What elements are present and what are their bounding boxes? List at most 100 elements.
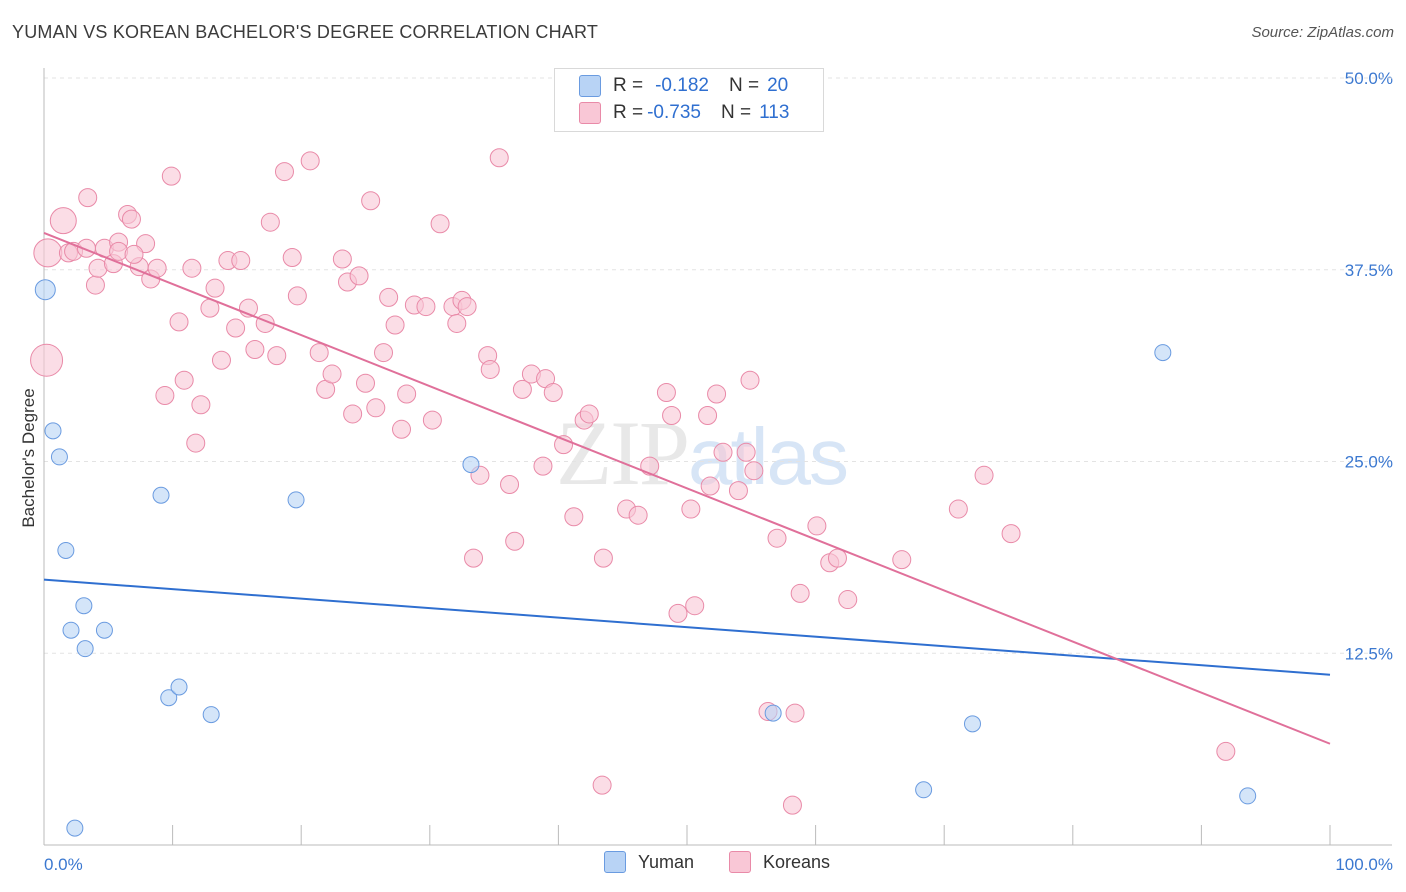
korean-point xyxy=(827,548,847,568)
legend-r-value: -0.735 xyxy=(647,102,701,123)
korean-point xyxy=(267,346,287,366)
y-tick-label: 50.0% xyxy=(1345,69,1393,88)
korean-point xyxy=(656,382,676,402)
korean-point xyxy=(332,249,352,269)
korean-point xyxy=(349,266,369,286)
y-axis-label: Bachelor's Degree xyxy=(19,388,38,528)
korean-point xyxy=(489,148,509,168)
korean-point xyxy=(186,433,206,453)
yuman-point xyxy=(764,704,782,722)
yuman-point xyxy=(202,706,220,724)
yuman-point xyxy=(152,486,170,504)
korean-point xyxy=(124,244,144,264)
korean-point xyxy=(533,456,553,476)
korean-point xyxy=(564,507,584,527)
korean-point xyxy=(838,590,858,610)
korean-point xyxy=(260,212,280,232)
korean-point xyxy=(728,481,748,501)
y-tick-label: 12.5% xyxy=(1345,644,1393,663)
x-tick-label: 0.0% xyxy=(44,855,83,874)
korean-point xyxy=(464,548,484,568)
korean-point xyxy=(33,238,63,268)
korean-point xyxy=(713,442,733,462)
korean-point xyxy=(700,476,720,496)
korean-point xyxy=(397,384,417,404)
legend-r-label: R = xyxy=(613,102,644,123)
korean-point xyxy=(78,188,98,208)
korean-point xyxy=(366,398,386,418)
korean-trend-line xyxy=(43,232,1331,745)
legend-n-value: 20 xyxy=(767,75,789,96)
korean-point xyxy=(191,395,211,415)
korean-point xyxy=(767,528,787,548)
korean-point xyxy=(155,386,175,406)
korean-point xyxy=(593,548,613,568)
source-label: Source: ZipAtlas.com xyxy=(1251,24,1394,41)
korean-point xyxy=(505,531,525,551)
korean-point xyxy=(785,703,805,723)
korean-point xyxy=(392,419,412,439)
korean-point xyxy=(974,465,994,485)
korean-point xyxy=(698,405,718,425)
legend-item-yuman[interactable]: Yuman xyxy=(604,851,694,873)
legend-swatch-koreans xyxy=(729,851,751,873)
korean-point xyxy=(447,313,467,333)
korean-point xyxy=(892,550,912,570)
korean-point xyxy=(309,343,329,363)
korean-point xyxy=(182,258,202,278)
legend-row-yuman: R = -0.182 N = 20 xyxy=(579,73,788,99)
korean-point xyxy=(457,297,477,317)
korean-point xyxy=(356,373,375,393)
korean-point xyxy=(1216,741,1236,761)
korean-point xyxy=(744,461,764,481)
yuman-point xyxy=(1239,787,1257,805)
korean-point xyxy=(948,499,968,519)
korean-point xyxy=(300,151,320,171)
korean-point xyxy=(740,370,760,390)
korean-point xyxy=(782,795,802,815)
korean-point xyxy=(422,410,442,430)
korean-point xyxy=(343,404,363,424)
korean-point xyxy=(287,286,307,306)
yuman-point xyxy=(915,781,933,799)
korean-point xyxy=(807,516,827,536)
korean-point xyxy=(374,343,394,363)
korean-point xyxy=(685,596,705,616)
legend-item-koreans[interactable]: Koreans xyxy=(729,851,830,873)
yuman-point xyxy=(95,621,113,639)
korean-point xyxy=(480,359,500,379)
yuman-point xyxy=(462,456,480,474)
korean-point xyxy=(579,404,599,424)
korean-point xyxy=(161,166,181,186)
korean-point xyxy=(681,499,701,519)
legend-label-koreans: Koreans xyxy=(763,851,831,872)
y-tick-label: 25.0% xyxy=(1345,453,1393,472)
korean-point xyxy=(662,405,682,425)
yuman-point xyxy=(57,541,75,559)
korean-point xyxy=(640,456,660,476)
korean-point xyxy=(169,312,189,332)
legend-swatch-yuman xyxy=(579,75,601,97)
korean-point xyxy=(1001,524,1021,544)
x-tick-label: 100.0% xyxy=(1335,855,1393,874)
korean-point xyxy=(430,214,450,234)
korean-point xyxy=(245,340,265,360)
legend-label-yuman: Yuman xyxy=(638,851,695,872)
korean-point xyxy=(736,442,756,462)
korean-point xyxy=(274,162,294,182)
legend-n-value: 113 xyxy=(759,102,790,123)
legend-swatch-yuman xyxy=(604,851,626,873)
korean-point xyxy=(205,278,225,298)
korean-point xyxy=(512,379,532,399)
korean-point xyxy=(361,191,381,211)
yuman-point xyxy=(287,491,305,509)
korean-point xyxy=(379,287,399,307)
korean-point xyxy=(282,247,302,267)
legend-row-koreans: R = -0.735 N = 113 xyxy=(579,100,789,126)
korean-point xyxy=(500,475,520,495)
yuman-trend-line xyxy=(43,578,1331,676)
legend-r-label: R = xyxy=(613,75,644,96)
korean-point xyxy=(109,241,129,261)
yuman-point xyxy=(34,279,56,301)
korean-point xyxy=(85,275,105,295)
